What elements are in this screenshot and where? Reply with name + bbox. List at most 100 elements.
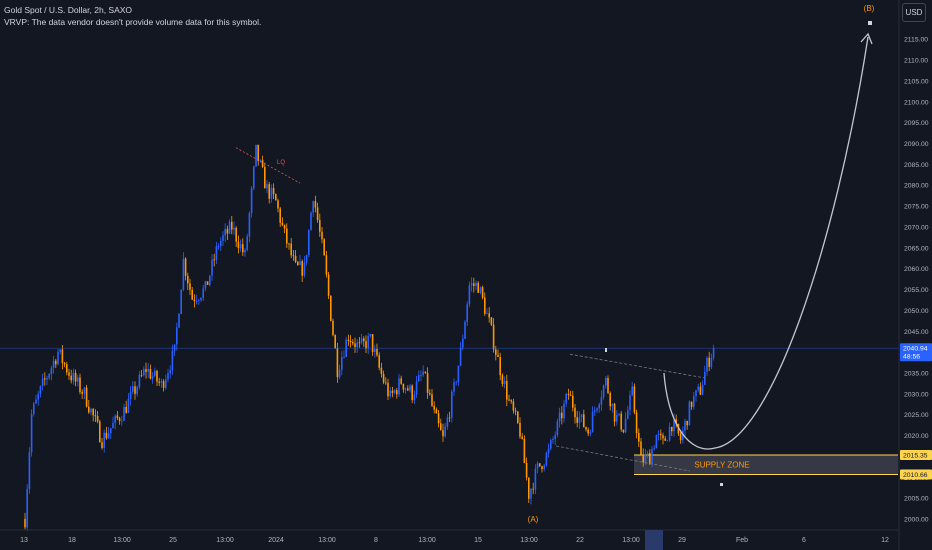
channel-top-line[interactable] xyxy=(569,353,706,379)
candle-body xyxy=(435,409,438,414)
candle-body xyxy=(325,255,328,275)
marker-zone[interactable] xyxy=(720,483,723,486)
candle xyxy=(393,389,396,395)
candle-body xyxy=(299,261,301,266)
candle xyxy=(561,406,563,425)
candle xyxy=(646,450,649,459)
candle-body xyxy=(541,466,543,470)
candle xyxy=(501,373,504,387)
time-tick-label: 13:00 xyxy=(520,537,538,544)
candle-body xyxy=(380,367,383,375)
supply-zone-label: SUPPLY ZONE xyxy=(694,461,749,470)
price-tick-label: 2075.00 xyxy=(904,204,929,211)
candle xyxy=(112,416,114,429)
candle-body xyxy=(33,403,35,414)
candle-body xyxy=(523,438,526,464)
time-tick-label: 8 xyxy=(374,537,378,544)
candle xyxy=(649,449,651,465)
candle xyxy=(534,464,537,495)
supply-zone-box[interactable] xyxy=(634,454,898,475)
candle xyxy=(519,417,521,439)
candle-body xyxy=(105,432,108,439)
candle xyxy=(134,381,136,400)
candle-body xyxy=(79,377,81,393)
candle xyxy=(633,383,636,415)
candle-body xyxy=(138,374,141,388)
candle-body xyxy=(424,371,427,374)
candle-body xyxy=(116,415,119,419)
candle-body xyxy=(464,321,466,339)
projection-curve[interactable] xyxy=(663,36,869,450)
candle xyxy=(209,275,211,287)
time-tick-label: Feb xyxy=(736,537,748,544)
candle-body xyxy=(378,355,380,368)
candle-body xyxy=(466,304,468,322)
lq-trendline[interactable] xyxy=(235,147,301,184)
candle xyxy=(352,339,354,346)
candle xyxy=(286,223,288,248)
candle xyxy=(411,384,413,404)
candle xyxy=(587,427,589,437)
candle xyxy=(631,381,633,397)
candle xyxy=(121,415,123,426)
candle xyxy=(101,438,103,450)
candle xyxy=(268,181,270,204)
candle xyxy=(686,420,688,430)
candle-body xyxy=(237,241,240,249)
candle-body xyxy=(633,386,636,413)
candle-body xyxy=(389,390,391,397)
candle xyxy=(206,281,209,286)
candle-body xyxy=(382,374,385,383)
candle xyxy=(272,183,275,200)
candle-body xyxy=(534,468,537,490)
candle-body xyxy=(213,259,215,261)
candle-body xyxy=(264,166,266,189)
candle xyxy=(41,373,44,391)
candle xyxy=(330,295,332,322)
candle xyxy=(574,403,576,424)
candle-body xyxy=(407,388,409,391)
candle xyxy=(382,370,385,385)
candle-body xyxy=(103,432,105,449)
candle xyxy=(259,159,262,163)
symbol-title[interactable]: Gold Spot / U.S. Dollar, 2h, SAXO xyxy=(4,5,133,15)
marker-top[interactable] xyxy=(605,348,607,352)
candle-body xyxy=(167,373,169,380)
candle xyxy=(158,377,160,387)
candle-body xyxy=(184,258,187,276)
wave-b-label: (B) xyxy=(864,4,875,13)
candle xyxy=(145,362,147,379)
candle xyxy=(539,463,541,467)
candle-body xyxy=(437,413,440,424)
candle-body xyxy=(308,230,310,255)
candle xyxy=(147,363,149,379)
candle xyxy=(162,379,165,392)
candle-body xyxy=(567,393,570,395)
channel-bottom-line[interactable] xyxy=(555,445,691,472)
candle-body xyxy=(640,441,642,455)
candle xyxy=(63,361,66,368)
candle-body xyxy=(512,401,515,411)
candle xyxy=(431,389,433,408)
candle xyxy=(363,336,365,347)
candle-body xyxy=(673,419,675,432)
candle-body xyxy=(257,144,259,162)
candle-body xyxy=(171,350,174,371)
currency-button[interactable]: USD xyxy=(902,3,926,22)
candle-body xyxy=(242,244,244,253)
candle xyxy=(407,385,409,392)
candle-body xyxy=(178,313,180,328)
candle xyxy=(107,427,110,440)
candle xyxy=(420,370,422,382)
candle xyxy=(103,429,105,453)
candle-body xyxy=(651,449,653,465)
candle xyxy=(572,390,574,412)
price-tick-label: 2110.00 xyxy=(904,58,928,65)
candle xyxy=(167,368,169,383)
marker-b[interactable] xyxy=(868,21,872,25)
candle xyxy=(499,352,501,381)
candle xyxy=(640,437,642,455)
candle-body xyxy=(255,144,257,167)
candle-body xyxy=(631,386,633,396)
